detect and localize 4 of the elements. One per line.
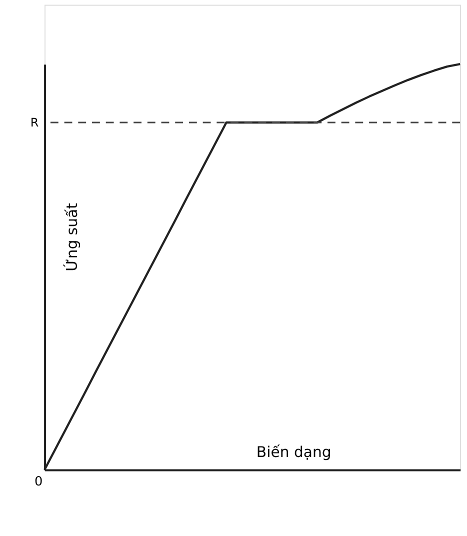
text: 0	[34, 474, 43, 490]
ref-line-label: R	[30, 115, 39, 130]
y-axis-title: Ứng suất	[63, 202, 82, 272]
x-axis-title: Biến dạng	[256, 444, 332, 461]
